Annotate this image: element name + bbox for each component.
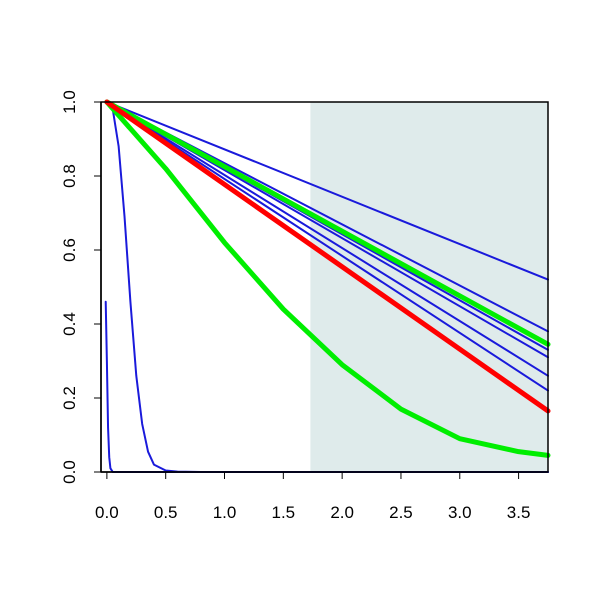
x-tick-label: 3.0 — [448, 503, 472, 522]
series-line-11 — [104, 99, 551, 414]
shaded-region — [310, 102, 548, 472]
x-tick-label: 3.5 — [507, 503, 531, 522]
x-tick-label: 0.0 — [95, 503, 119, 522]
x-tick-label: 1.0 — [213, 503, 237, 522]
y-tick-label: 0.6 — [60, 238, 79, 262]
y-tick-label: 0.4 — [60, 312, 79, 336]
y-tick-label: 1.0 — [60, 90, 79, 114]
series-line-5 — [105, 101, 549, 377]
series-line-9 — [104, 99, 551, 347]
series-line-6 — [105, 101, 549, 392]
y-tick-label: 0.2 — [60, 386, 79, 410]
y-axis: 0.0 0.2 0.4 0.6 0.8 1.0 — [60, 90, 101, 484]
y-tick-label: 0.0 — [60, 460, 79, 484]
x-tick-label: 2.0 — [330, 503, 354, 522]
series-line-1 — [105, 101, 549, 281]
x-tick-label: 2.5 — [389, 503, 413, 522]
x-tick-label: 0.5 — [154, 503, 178, 522]
series-layer — [104, 99, 551, 473]
x-axis: 0.0 0.5 1.0 1.5 2.0 2.5 3.0 3.5 — [95, 472, 530, 522]
y-tick-label: 0.8 — [60, 164, 79, 188]
series-line-10 — [104, 99, 551, 458]
x-tick-label: 1.5 — [272, 503, 296, 522]
